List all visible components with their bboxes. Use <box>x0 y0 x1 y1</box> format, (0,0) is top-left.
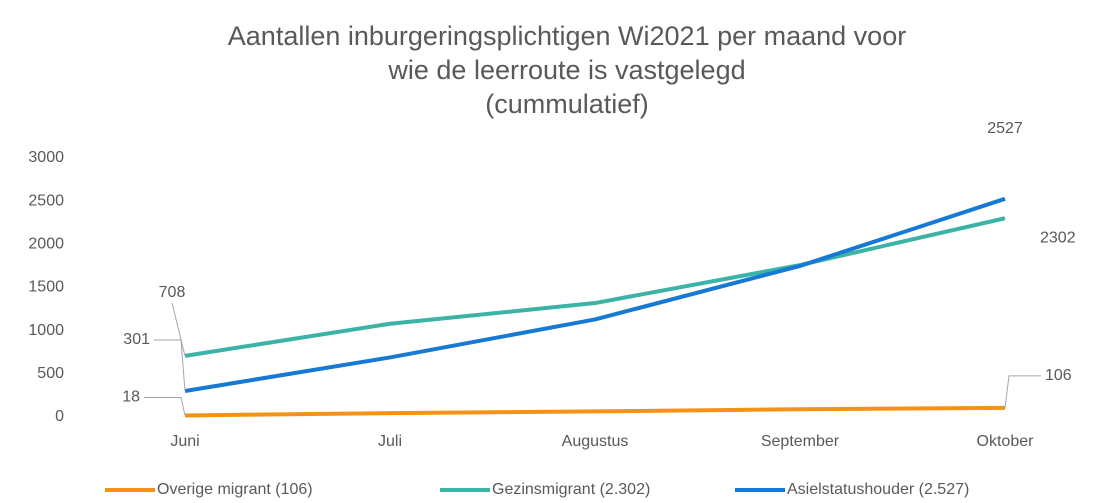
line-series <box>184 405 1006 418</box>
legend-label: Asielstatushouder (2.527) <box>787 481 969 498</box>
x-tick-label: Juli <box>378 433 402 450</box>
y-tick-label: 500 <box>37 365 64 382</box>
leader-line <box>144 396 186 416</box>
x-tick-label: Oktober <box>977 433 1035 450</box>
chart-title: Aantallen inburgeringsplichtigen Wi2021 … <box>228 21 906 51</box>
y-tick-label: 1000 <box>28 322 64 339</box>
data-label: 2302 <box>1040 229 1076 246</box>
x-tick-label: Juni <box>170 433 199 450</box>
leader-line <box>1004 375 1041 408</box>
line-series <box>184 196 1006 393</box>
chart-title: wie de leerroute is vastgelegd <box>387 55 745 85</box>
data-label: 301 <box>123 331 150 348</box>
legend-label: Gezinsmigrant (2.302) <box>492 481 650 498</box>
y-tick-label: 0 <box>55 408 64 425</box>
data-label: 106 <box>1045 367 1072 384</box>
x-tick-label: September <box>761 433 840 450</box>
data-label: 18 <box>122 389 140 406</box>
legend-label: Overige migrant (106) <box>157 481 313 498</box>
y-tick-label: 1500 <box>28 279 64 296</box>
y-tick-label: 2000 <box>28 236 64 253</box>
y-tick-label: 2500 <box>28 192 64 209</box>
leader-line <box>171 302 186 356</box>
data-label: 708 <box>159 284 186 301</box>
y-tick-label: 3000 <box>28 149 64 166</box>
line-series <box>184 216 1006 358</box>
data-label: 2527 <box>987 120 1023 137</box>
leader-line <box>154 339 186 392</box>
chart-title: (cummulatief) <box>485 89 649 119</box>
x-tick-label: Augustus <box>562 433 629 450</box>
